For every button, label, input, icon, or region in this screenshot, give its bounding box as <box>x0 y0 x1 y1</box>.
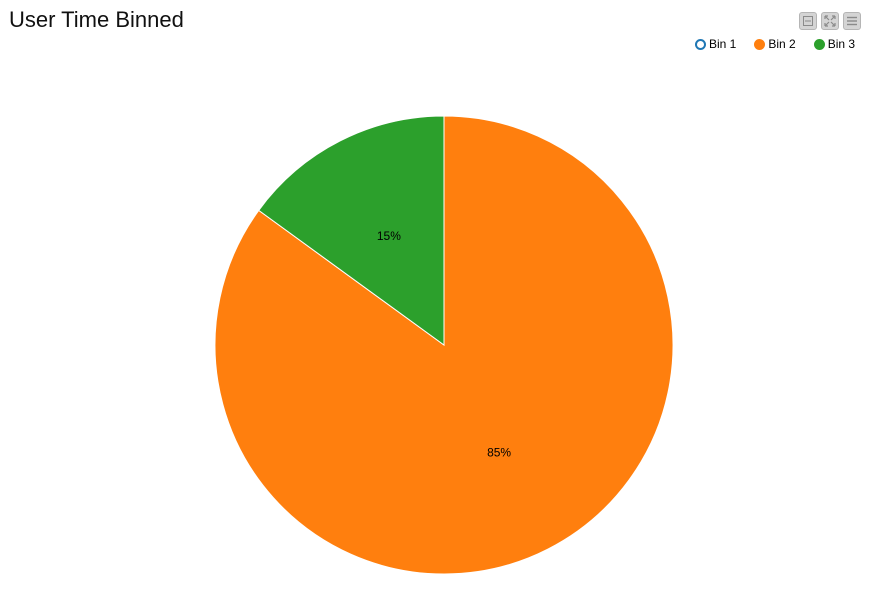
menu-icon <box>847 16 857 26</box>
legend-swatch-bin-2 <box>754 38 766 50</box>
chart-title: User Time Binned <box>9 7 184 32</box>
pie-slices <box>214 115 674 575</box>
pie-labels: 85% 15% <box>377 229 512 459</box>
minimize-button[interactable] <box>799 12 817 30</box>
chart-toolbar <box>799 12 861 30</box>
legend-label-bin-3: Bin 3 <box>827 37 856 51</box>
menu-button[interactable] <box>843 12 861 30</box>
fullscreen-button[interactable] <box>821 12 839 30</box>
legend-label-bin-2: Bin 2 <box>768 37 796 51</box>
fullscreen-icon <box>824 15 836 27</box>
pie-slice-bin-3[interactable] <box>258 115 445 346</box>
legend-item-bin-1[interactable]: Bin 1 <box>695 37 736 51</box>
legend-swatch-bin-1 <box>695 38 706 50</box>
pie-label-bin-2: 85% <box>487 445 511 459</box>
legend-item-bin-3[interactable]: Bin 3 <box>813 37 856 51</box>
legend-item-bin-2[interactable]: Bin 2 <box>754 37 796 51</box>
legend-swatch-bin-3 <box>813 38 825 50</box>
legend-label-bin-1: Bin 1 <box>709 37 737 51</box>
chart-legend: Bin 1 Bin 2 Bin 3 <box>695 37 855 51</box>
minimize-icon <box>803 16 813 26</box>
pie-label-bin-3: 15% <box>377 229 401 243</box>
